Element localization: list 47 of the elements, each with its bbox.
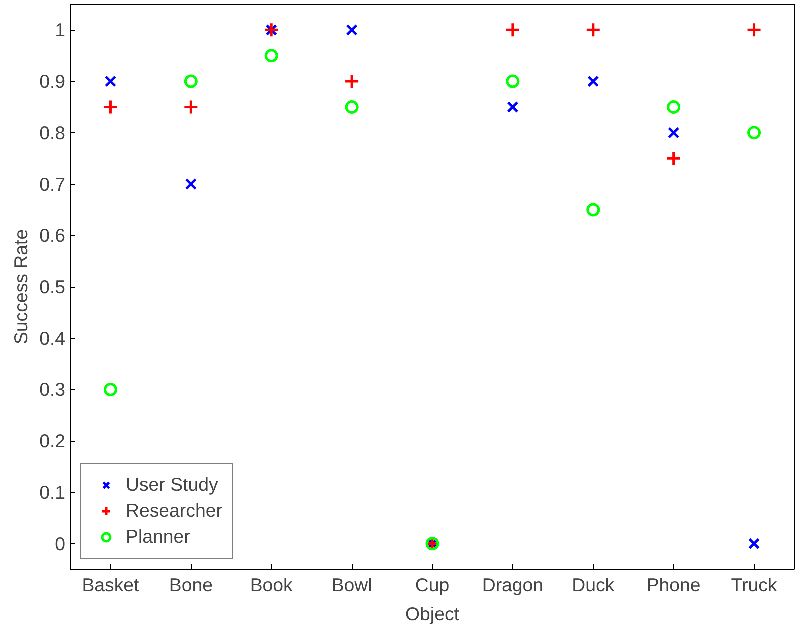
- x-tick-label: Bone: [169, 574, 213, 596]
- y-tick-label: 0.1: [40, 482, 66, 503]
- x-axis-title: Object: [406, 604, 460, 624]
- x-tick-label: Book: [250, 574, 294, 596]
- point: [104, 76, 117, 88]
- point: [746, 22, 762, 38]
- point: [506, 74, 520, 88]
- point: [505, 22, 521, 38]
- y-tick-label: 1: [55, 20, 66, 41]
- y-tick-label: 0.6: [40, 225, 66, 246]
- y-tick-label: 0.8: [40, 122, 66, 144]
- point: [184, 74, 198, 88]
- point: [102, 99, 118, 115]
- point: [748, 538, 760, 550]
- legend-label: User Study: [126, 474, 218, 496]
- point: [345, 100, 359, 114]
- x-tick-label: Dragon: [482, 574, 544, 596]
- y-tick-label: 0.7: [40, 174, 66, 195]
- point: [586, 203, 600, 217]
- x-tick-label: Bowl: [332, 574, 372, 596]
- y-tick-label: 0: [55, 533, 66, 554]
- point: [667, 100, 681, 114]
- point: [668, 127, 680, 139]
- point: [507, 101, 519, 114]
- x-tick-label: Cup: [415, 574, 450, 596]
- point: [104, 382, 118, 396]
- point: [586, 22, 602, 38]
- y-tick-label: 0.5: [40, 276, 66, 298]
- point: [346, 24, 358, 36]
- point: [748, 126, 762, 140]
- point: [588, 76, 600, 88]
- point: [666, 150, 682, 166]
- legend-label: Planner: [126, 526, 190, 548]
- point: [264, 49, 278, 63]
- legend-label: Researcher: [126, 500, 222, 522]
- y-tick-label: 0.2: [40, 430, 66, 452]
- y-tick-label: 0.4: [40, 328, 66, 349]
- y-tick-label: 0.3: [40, 379, 66, 400]
- y-tick-label: 0.9: [40, 71, 66, 92]
- x-tick-label: Duck: [572, 574, 616, 596]
- x-tick-label: Basket: [82, 574, 140, 596]
- x-tick-label: Truck: [731, 574, 778, 596]
- y-axis-title: Success Rate: [10, 229, 32, 345]
- x-tick-label: Phone: [646, 574, 701, 596]
- point: [344, 74, 360, 90]
- point: [183, 99, 199, 115]
- point: [185, 178, 198, 190]
